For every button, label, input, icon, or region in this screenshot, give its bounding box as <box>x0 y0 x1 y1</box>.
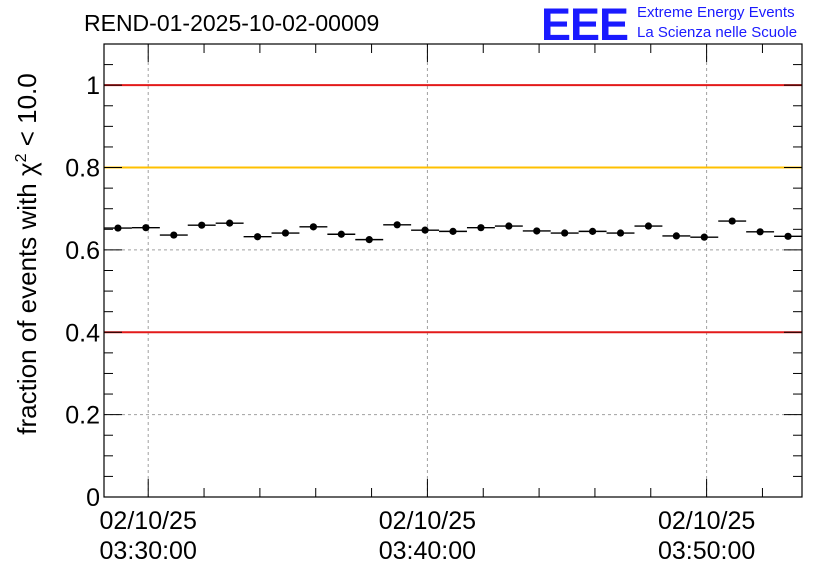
data-point <box>449 227 457 235</box>
reference-lines <box>104 84 802 334</box>
data-point <box>198 221 206 229</box>
data-point <box>477 224 485 232</box>
data-point <box>337 230 345 238</box>
grid-layer <box>104 44 802 497</box>
data-point <box>616 229 625 237</box>
x-tick-label-date: 02/10/25 <box>379 507 476 535</box>
data-point <box>421 226 429 234</box>
eee-logo: EEE <box>541 0 629 50</box>
y-tick-label: 0.2 <box>65 402 100 430</box>
data-point <box>505 222 513 230</box>
data-point <box>281 229 290 237</box>
x-tick-label-time: 03:40:00 <box>379 537 476 565</box>
axis-ticks <box>104 43 802 498</box>
y-tick-label: 1 <box>86 72 100 100</box>
y-tick-label: 0.4 <box>65 319 100 347</box>
tick-labels: 00.20.40.60.8102/10/2503:30:0002/10/2503… <box>65 72 755 565</box>
x-tick-label-time: 03:30:00 <box>100 537 197 565</box>
data-point <box>114 224 122 232</box>
x-tick-label-date: 02/10/25 <box>100 507 197 535</box>
logo-caption-line1: Extreme Energy Events <box>637 4 795 21</box>
axes-frame <box>103 43 803 498</box>
data-point <box>589 227 597 235</box>
y-axis-label: fraction of events with χ2 < 10.0 <box>12 73 42 434</box>
y-tick-label: 0.6 <box>65 237 100 265</box>
data-point <box>253 233 262 241</box>
data-point <box>672 232 680 240</box>
data-points <box>104 217 802 244</box>
data-point <box>700 233 708 241</box>
data-point <box>226 219 234 227</box>
logo-caption-line2: La Scienza nelle Scuole <box>637 24 798 41</box>
data-point <box>644 222 653 230</box>
data-point <box>309 223 317 231</box>
data-point <box>784 232 792 240</box>
chart-title: REND-01-2025-10-02-00009 <box>84 10 380 36</box>
y-tick-label: 0 <box>86 484 100 512</box>
data-point <box>393 221 401 229</box>
data-point <box>728 217 736 225</box>
data-point <box>365 236 373 244</box>
x-tick-label-time: 03:50:00 <box>658 537 755 565</box>
data-point <box>756 228 764 236</box>
logo-caption: Extreme Energy Events La Scienza nelle S… <box>637 3 797 43</box>
data-point <box>533 227 541 235</box>
y-tick-label: 0.8 <box>65 155 100 183</box>
x-tick-label-date: 02/10/25 <box>658 507 755 535</box>
data-point <box>142 224 150 232</box>
data-point <box>561 229 569 237</box>
plot-frame <box>103 43 803 498</box>
data-point <box>170 231 178 239</box>
